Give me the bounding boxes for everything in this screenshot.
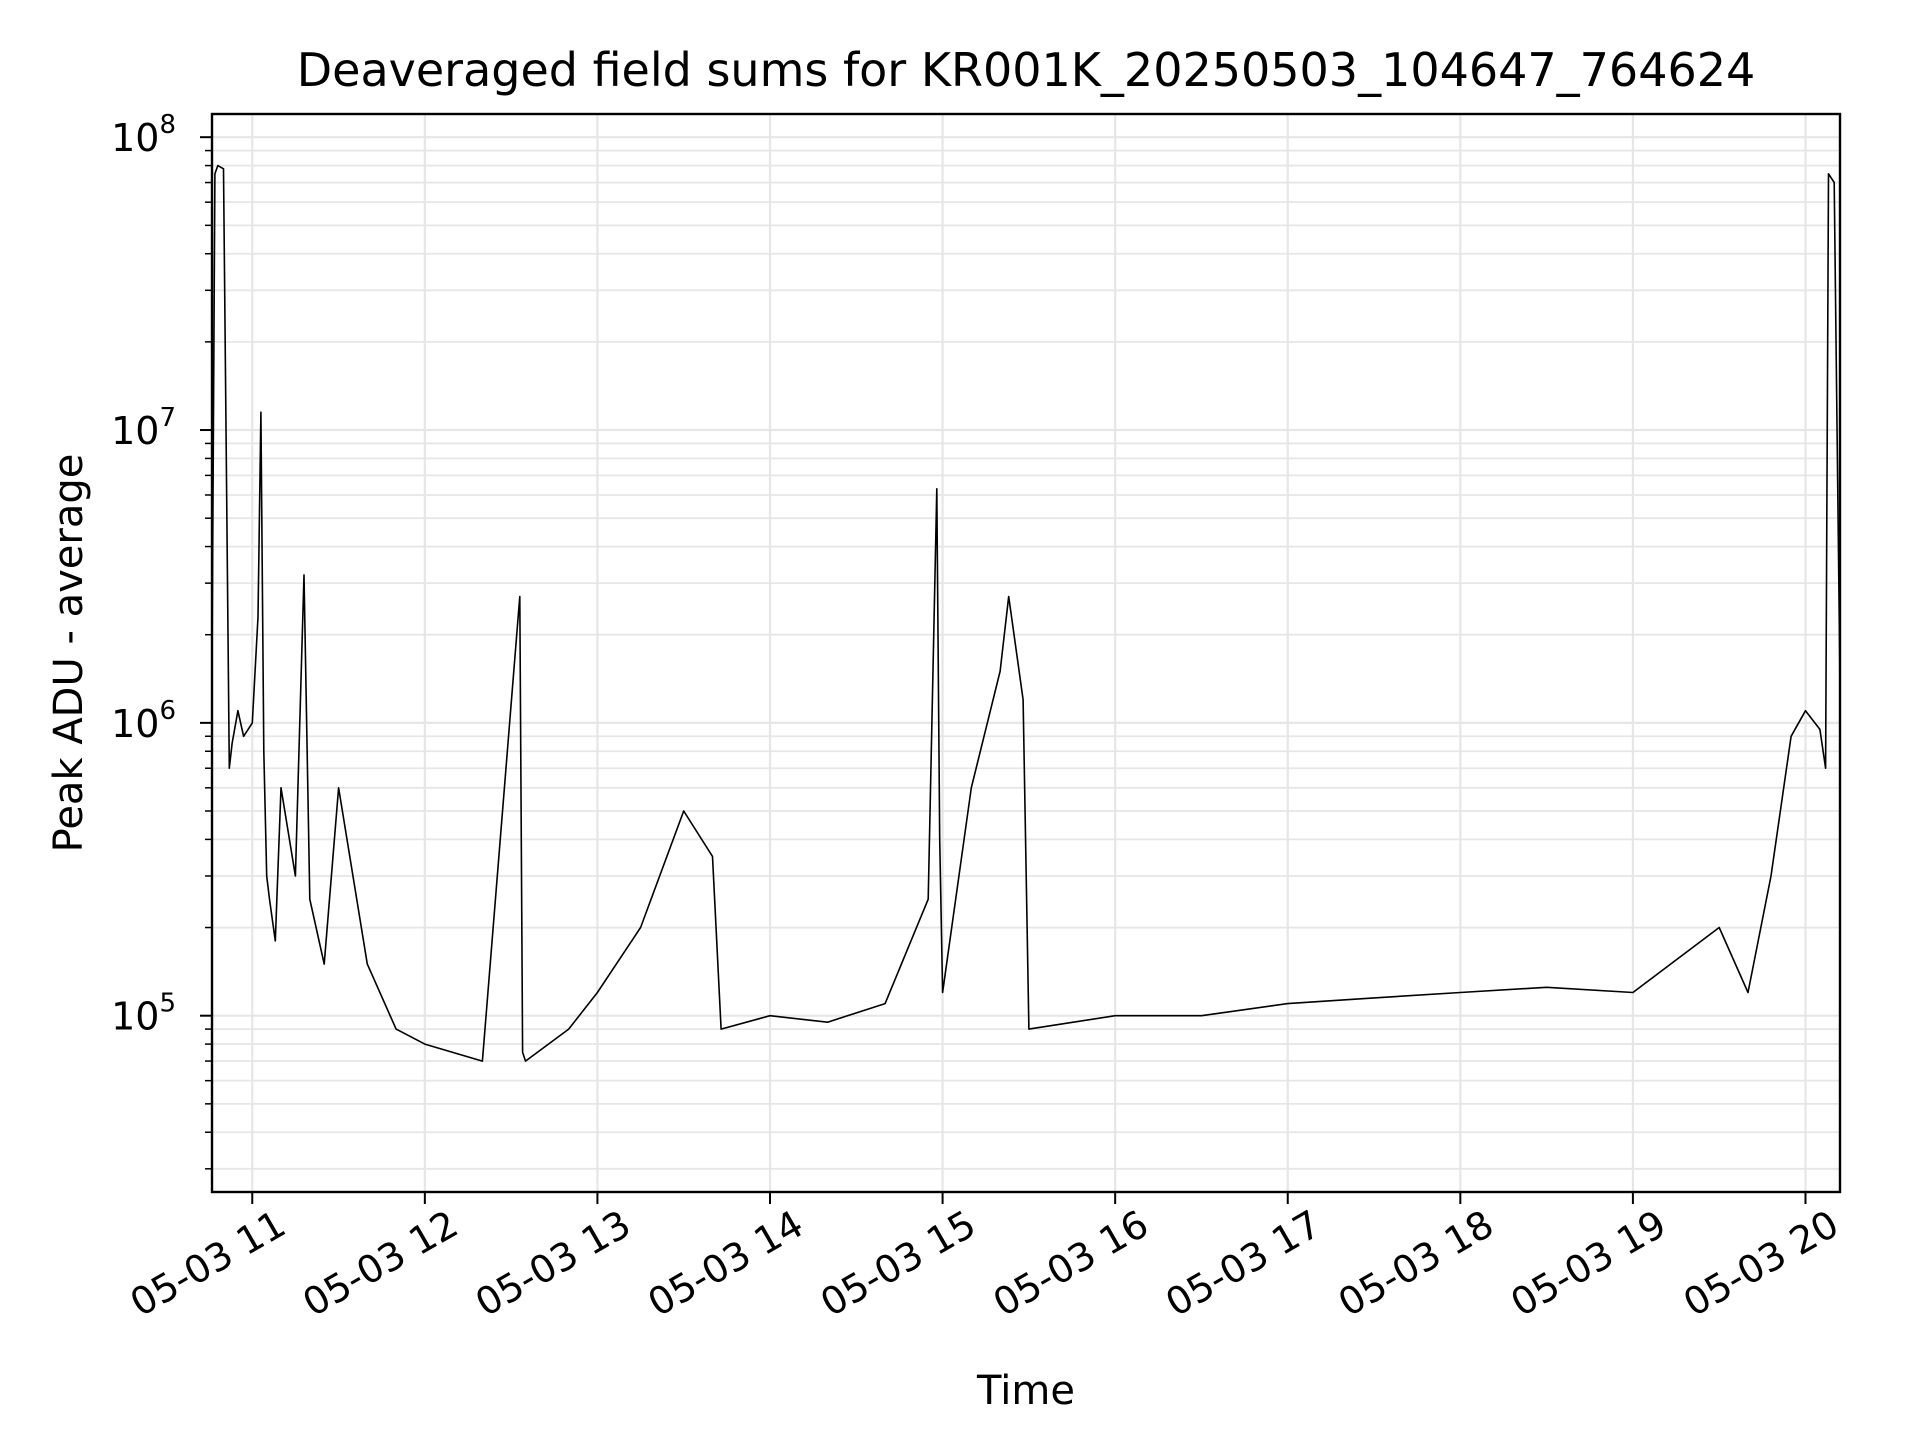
chart-title: Deaveraged field sums for KR001K_2025050… (297, 43, 1756, 97)
y-tick-label: 106 (111, 696, 176, 746)
y-axis-label: Peak ADU - average (46, 454, 92, 853)
x-axis-label: Time (976, 1368, 1075, 1414)
y-tick-label: 108 (111, 110, 176, 160)
y-tick-base: 10 (111, 995, 159, 1039)
y-tick-base: 10 (111, 116, 159, 160)
plot-frame (210, 112, 1842, 1194)
y-tick-base: 10 (111, 409, 159, 453)
y-tick-exponent: 7 (159, 403, 176, 433)
y-tick-label: 107 (111, 403, 176, 453)
y-tick-exponent: 6 (159, 696, 176, 726)
y-tick-exponent: 5 (159, 989, 176, 1019)
y-tick-exponent: 8 (159, 110, 176, 140)
y-tick-label: 105 (111, 989, 176, 1039)
y-tick-base: 10 (111, 702, 159, 746)
plot-area (211, 164, 1841, 1062)
series-line (211, 164, 1841, 1062)
